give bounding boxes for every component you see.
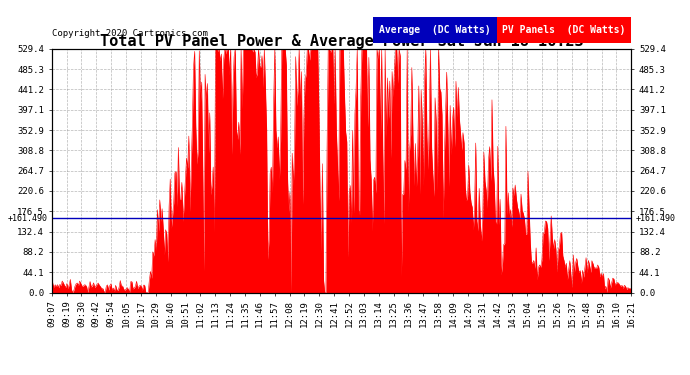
Text: +161.490: +161.490 <box>635 214 676 223</box>
Bar <box>497 17 631 43</box>
Text: PV Panels  (DC Watts): PV Panels (DC Watts) <box>502 25 626 35</box>
Text: Copyright 2020 Cartronics.com: Copyright 2020 Cartronics.com <box>52 28 208 38</box>
Text: Average  (DC Watts): Average (DC Watts) <box>379 25 491 35</box>
Bar <box>373 17 497 43</box>
Title: Total PV Panel Power & Average Power Sat Jan 18 16:23: Total PV Panel Power & Average Power Sat… <box>100 34 583 49</box>
Text: +161.490: +161.490 <box>8 214 48 223</box>
